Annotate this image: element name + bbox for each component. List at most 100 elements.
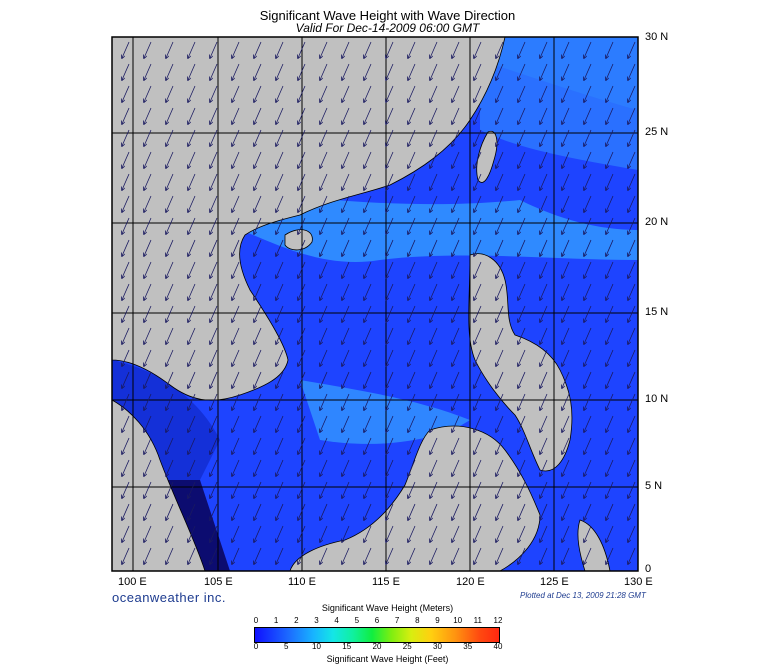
wave-arrow — [606, 41, 614, 58]
wave-arrow — [166, 349, 174, 366]
wave-arrow — [276, 107, 284, 124]
wave-arrow — [122, 393, 130, 410]
wave-arrow — [562, 239, 570, 256]
wave-arrow — [254, 129, 262, 146]
wave-arrow — [122, 239, 130, 256]
colorbar-meter-tick: 9 — [435, 616, 440, 625]
wave-arrow — [452, 129, 460, 146]
wave-arrow — [474, 459, 482, 476]
wave-arrow — [320, 371, 328, 388]
wave-arrow — [188, 283, 196, 300]
wave-arrow — [430, 503, 438, 520]
wave-arrow — [342, 547, 350, 564]
wave-arrow — [342, 437, 350, 454]
wave-arrow — [474, 437, 482, 454]
wave-arrow — [474, 415, 482, 432]
wave-arrow — [364, 217, 372, 234]
wave-arrow — [628, 129, 636, 146]
wave-arrow — [584, 85, 592, 102]
wave-arrow — [254, 41, 262, 58]
wave-arrow — [430, 283, 438, 300]
wave-arrow — [474, 63, 482, 80]
wave-arrow — [276, 217, 284, 234]
wave-arrow — [320, 393, 328, 410]
wave-arrow — [364, 129, 372, 146]
wave-arrow — [518, 349, 526, 366]
wave-arrow — [320, 85, 328, 102]
wave-arrow — [562, 283, 570, 300]
wave-arrow — [584, 217, 592, 234]
wave-arrow — [584, 41, 592, 58]
wave-arrow — [254, 459, 262, 476]
wave-arrow — [628, 305, 636, 322]
wave-arrow — [122, 525, 130, 542]
wave-arrow — [540, 41, 548, 58]
colorbar-meter-tick: 10 — [453, 616, 463, 625]
wave-arrow — [298, 239, 306, 256]
wave-arrow — [408, 107, 416, 124]
wave-arrow — [298, 503, 306, 520]
wave-arrow — [474, 305, 482, 322]
wave-arrow — [166, 459, 174, 476]
wave-arrow — [122, 107, 130, 124]
wave-arrow — [518, 107, 526, 124]
wave-arrow — [562, 393, 570, 410]
wave-arrow — [584, 283, 592, 300]
wave-arrow — [210, 459, 218, 476]
wave-arrow — [276, 437, 284, 454]
lon-label-125e: 125 E — [540, 576, 569, 588]
wave-arrow — [452, 239, 460, 256]
wave-arrow — [364, 415, 372, 432]
lon-label-120e: 120 E — [456, 576, 485, 588]
wave-arrow — [386, 547, 394, 564]
wave-arrow — [144, 195, 152, 212]
wave-arrow — [474, 481, 482, 498]
wave-arrow — [144, 41, 152, 58]
wave-arrow — [166, 283, 174, 300]
wave-arrow — [474, 283, 482, 300]
wave-arrow — [166, 195, 174, 212]
wave-arrow — [144, 481, 152, 498]
wave-arrow — [166, 107, 174, 124]
wave-arrow — [496, 239, 504, 256]
wave-arrow — [628, 437, 636, 454]
wave-arrow — [540, 261, 548, 278]
wave-arrow — [210, 481, 218, 498]
wave-arrow — [254, 481, 262, 498]
wave-arrow — [540, 437, 548, 454]
wave-arrow — [122, 371, 130, 388]
wave-arrow — [144, 85, 152, 102]
wave-arrow — [562, 525, 570, 542]
wave-arrow — [518, 195, 526, 212]
wave-arrow — [452, 41, 460, 58]
wave-arrow — [584, 371, 592, 388]
wave-arrow — [430, 217, 438, 234]
lon-label-100e: 100 E — [118, 576, 147, 588]
wave-arrow — [540, 503, 548, 520]
wave-arrow — [364, 195, 372, 212]
wave-arrow — [364, 305, 372, 322]
wave-arrow — [408, 239, 416, 256]
wave-arrow — [254, 393, 262, 410]
wave-arrow — [408, 217, 416, 234]
wave-arrow — [540, 481, 548, 498]
wave-arrow — [540, 349, 548, 366]
wave-arrow — [408, 283, 416, 300]
wave-arrow — [386, 437, 394, 454]
wave-arrow — [298, 437, 306, 454]
wave-arrow — [386, 151, 394, 168]
wave-arrow — [518, 261, 526, 278]
wave-arrow — [210, 503, 218, 520]
wave-arrow — [606, 151, 614, 168]
wave-arrow — [166, 217, 174, 234]
wave-arrow — [254, 283, 262, 300]
wave-arrow — [276, 129, 284, 146]
wave-arrow — [122, 349, 130, 366]
wave-arrow — [232, 371, 240, 388]
wave-arrow — [496, 503, 504, 520]
wave-arrow — [342, 151, 350, 168]
wave-arrow — [276, 481, 284, 498]
wave-arrow — [122, 261, 130, 278]
wave-arrow — [276, 195, 284, 212]
wave-arrow — [408, 85, 416, 102]
